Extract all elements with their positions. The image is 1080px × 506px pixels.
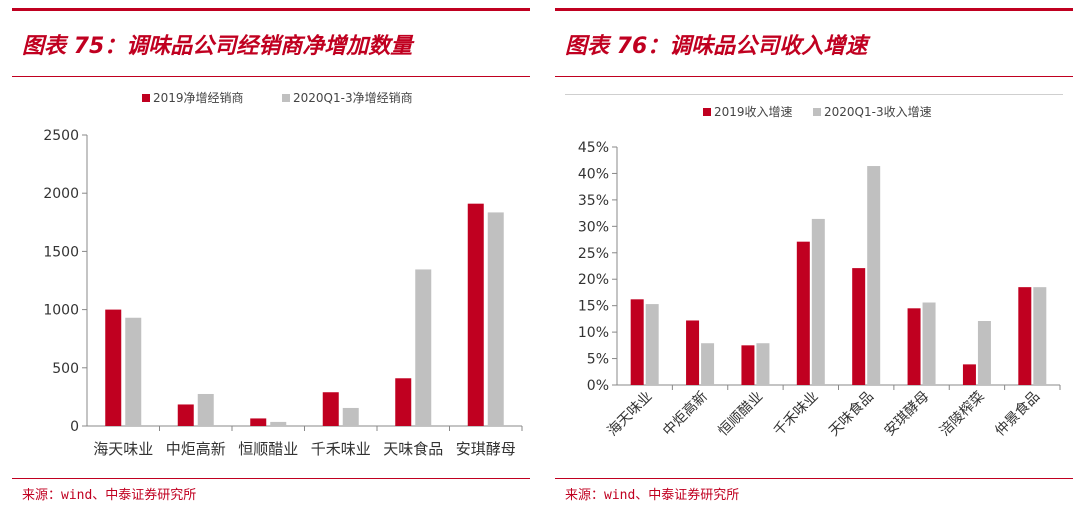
x-category-label: 安琪酵母 [456, 440, 516, 458]
legend-label-2: 2020Q1-3净增经销商 [293, 90, 413, 105]
y-tick-label: 2500 [43, 128, 79, 144]
bar-series2 [415, 269, 432, 426]
chart-svg: 2019收入增速 2020Q1-3收入增速 0% 5% 10% 15% 20% 25% 30% 3… [578, 105, 1061, 440]
y-tick-label: 10% [578, 325, 609, 341]
y-tick-label: 35% [578, 193, 609, 209]
legend-swatch-1 [142, 94, 150, 102]
bar-series1 [395, 378, 412, 426]
title-divider [555, 76, 1073, 77]
y-tick-label: 1000 [43, 303, 79, 319]
bottom-divider [555, 478, 1073, 479]
top-divider [12, 8, 530, 11]
bar-series2 [645, 304, 659, 385]
legend-swatch-2 [813, 108, 821, 116]
dealer-increase-chart: 2019净增经销商 2020Q1-3净增经销商 0 500 1000 1500 2000 25… [12, 80, 530, 472]
chart-panel-revenue-growth: 图表 76：调味品公司收入增速 2019收入增速 2020Q1-3收入增速 0% 5%… [555, 0, 1073, 506]
bar-series1 [177, 404, 194, 426]
revenue-growth-chart: 2019收入增速 2020Q1-3收入增速 0% 5% 10% 15% 20% 25% 30% 3… [555, 80, 1073, 472]
bar-series1 [467, 203, 484, 426]
title-divider [12, 76, 530, 77]
y-tick-label: 1500 [43, 244, 79, 260]
legend-swatch-2 [282, 94, 290, 102]
bar-series2 [701, 343, 715, 385]
bar-series2 [1033, 287, 1047, 385]
top-divider [555, 8, 1073, 11]
bar-series2 [342, 407, 359, 426]
y-tick-label: 0% [587, 378, 609, 394]
x-category-label: 仲景食品 [992, 388, 1044, 440]
bar-series1 [322, 392, 339, 426]
x-category-label: 天味食品 [825, 388, 877, 440]
y-tick-label: 2000 [43, 186, 79, 202]
source-note: 来源：wind、中泰证券研究所 [565, 488, 740, 503]
bar-series1 [796, 241, 810, 385]
bar-series1 [1018, 287, 1032, 385]
y-tick-label: 5% [587, 352, 609, 368]
x-category-label: 千禾味业 [311, 440, 371, 458]
legend-label-1: 2019净增经销商 [153, 90, 244, 105]
chart-svg: 2019净增经销商 2020Q1-3净增经销商 0 500 1000 1500 2000 25… [43, 90, 523, 458]
x-category-label: 中炬高新 [166, 440, 226, 458]
legend-label-2: 2020Q1-3收入增速 [824, 105, 932, 119]
bar-series2 [922, 302, 936, 385]
x-category-label: 中炬高新 [659, 388, 711, 440]
bar-series1 [852, 268, 866, 385]
bar-series2 [811, 218, 825, 385]
bar-series1 [962, 364, 976, 385]
y-tick-label: 40% [578, 166, 609, 182]
bar-series1 [250, 418, 267, 426]
y-tick-label: 0 [70, 419, 79, 435]
bar-series1 [741, 345, 755, 385]
bar-series2 [270, 421, 287, 426]
bar-series1 [630, 299, 644, 385]
x-category-label: 安琪酵母 [881, 389, 932, 440]
bar-series2 [756, 343, 770, 385]
y-tick-label: 500 [52, 361, 79, 377]
bar-series1 [907, 308, 921, 385]
bottom-divider [12, 478, 530, 479]
x-category-label: 天味食品 [383, 440, 443, 458]
x-category-label: 恒顺醋业 [238, 440, 298, 458]
legend-label-1: 2019收入增速 [714, 105, 793, 119]
bar-series1 [686, 320, 700, 385]
y-tick-label: 15% [578, 299, 609, 315]
figure-title: 图表 76：调味品公司收入增速 [565, 34, 868, 59]
bar-series2 [197, 393, 214, 426]
legend-swatch-1 [703, 108, 711, 116]
bar-series2 [487, 212, 504, 426]
x-category-label: 恒顺醋业 [715, 389, 766, 440]
x-category-label: 海天味业 [93, 440, 153, 458]
x-category-label: 千禾味业 [771, 389, 822, 440]
bar-series2 [867, 166, 881, 385]
source-note: 来源：wind、中泰证券研究所 [22, 488, 197, 503]
chart-panel-dealers: 图表 75：调味品公司经销商净增加数量 2019净增经销商 2020Q1-3净增经… [12, 0, 530, 506]
x-category-label: 涪陵榨菜 [936, 388, 988, 440]
y-tick-label: 25% [578, 246, 609, 262]
y-tick-label: 45% [578, 140, 609, 156]
y-tick-label: 30% [578, 219, 609, 235]
chart-frame-line [565, 94, 1063, 95]
x-category-label: 海天味业 [605, 389, 656, 440]
bar-series2 [125, 317, 142, 426]
bar-series2 [977, 321, 991, 385]
figure-title: 图表 75：调味品公司经销商净增加数量 [22, 34, 413, 59]
y-tick-label: 20% [578, 272, 609, 288]
bar-series1 [105, 309, 122, 426]
